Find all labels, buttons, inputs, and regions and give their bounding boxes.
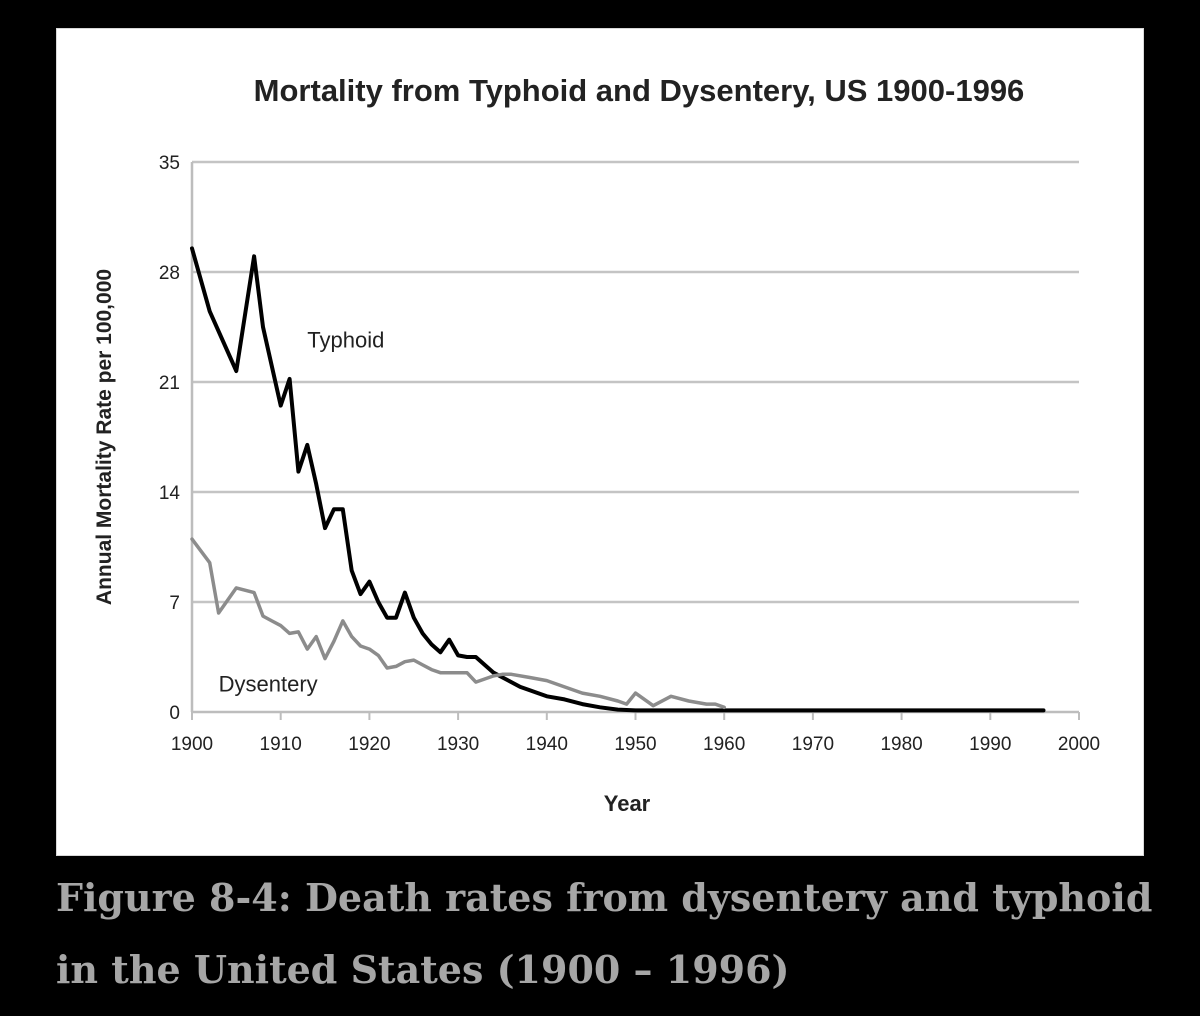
x-tick-label: 1960 <box>703 734 745 755</box>
y-tick-label: 14 <box>159 483 181 504</box>
series-lines <box>190 246 1046 713</box>
x-axis-label: Year <box>604 791 651 816</box>
series-line-dysentery <box>190 537 726 710</box>
x-tick-label: 1920 <box>348 734 390 755</box>
x-tick-label: 1940 <box>526 734 568 755</box>
x-tick-label: 1990 <box>969 734 1011 755</box>
y-axis-label: Annual Mortality Rate per 100,000 <box>93 269 116 605</box>
axes: 0 7 14 21 28 35 1900 1910 1920 1930 1940 1950 1960 19… <box>159 153 1100 755</box>
chart-svg: Mortality from Typhoid and Dysentery, US… <box>93 73 1100 816</box>
x-tick-label: 1930 <box>437 734 479 755</box>
series-labels: Typhoid Dysentery <box>219 327 385 696</box>
x-tick-label: 1900 <box>171 734 213 755</box>
y-tick-label: 7 <box>169 593 180 614</box>
x-tick-label: 1970 <box>792 734 834 755</box>
series-label-dysentery: Dysentery <box>219 672 318 697</box>
figure-caption: Figure 8-4: Death rates from dysentery a… <box>56 875 1153 992</box>
chart-title: Mortality from Typhoid and Dysentery, US… <box>254 73 1025 108</box>
chart-panel: Mortality from Typhoid and Dysentery, US… <box>56 28 1144 856</box>
x-tick-label: 2000 <box>1058 734 1100 755</box>
x-tick-label: 1950 <box>614 734 656 755</box>
y-tick-label: 28 <box>159 263 180 284</box>
series-line-typhoid <box>190 246 1046 713</box>
y-tick-label: 0 <box>169 703 180 724</box>
y-tick-label: 21 <box>159 373 180 394</box>
x-tick-label: 1910 <box>260 734 302 755</box>
y-tick-label: 35 <box>159 153 180 174</box>
x-tick-label: 1980 <box>880 734 922 755</box>
grid-lines <box>192 160 1079 604</box>
series-label-typhoid: Typhoid <box>307 327 384 352</box>
